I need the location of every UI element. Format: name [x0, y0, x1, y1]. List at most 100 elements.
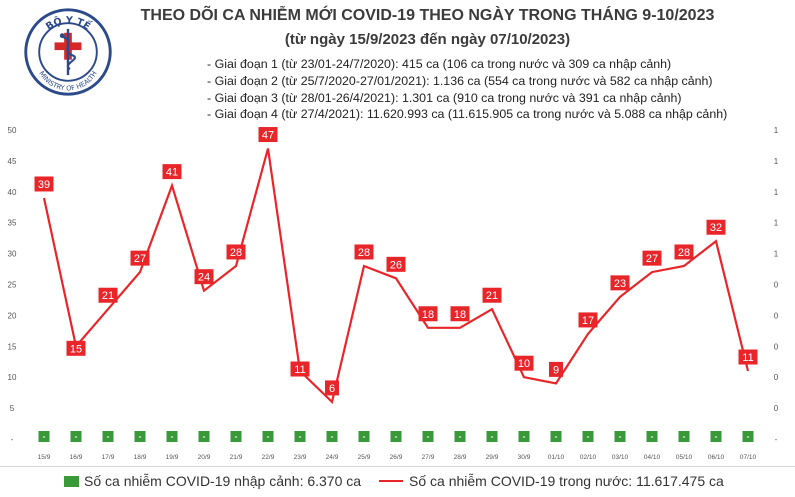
bar-imported — [262, 431, 274, 442]
bar-imported-label: - — [395, 432, 398, 441]
data-label-box — [674, 244, 694, 260]
x-tick-label: 05/10 — [676, 454, 693, 461]
data-label-box — [34, 176, 54, 192]
y2-tick-label: 0 — [774, 373, 779, 382]
x-tick-label: 06/10 — [708, 454, 725, 461]
x-tick-label: 16/9 — [70, 454, 83, 461]
data-label-box — [642, 250, 662, 266]
bar-imported — [198, 431, 210, 442]
x-tick-label: 03/10 — [612, 454, 629, 461]
x-tick-label: 24/9 — [326, 454, 339, 461]
phase-line-3: - Giai đoạn 3 (từ 28/01-26/4/2021): 1.30… — [207, 90, 682, 105]
y2-tick-label: 1 — [774, 188, 779, 197]
legend-item-domestic: Số ca nhiễm COVID-19 trong nước: 11.617.… — [379, 473, 724, 489]
data-label: 27 — [134, 253, 146, 265]
data-label: 23 — [614, 278, 626, 290]
x-tick-label: 22/9 — [262, 454, 275, 461]
y-tick-label: 20 — [8, 311, 17, 320]
legend-swatch-line — [379, 480, 403, 482]
data-label-box — [610, 275, 630, 291]
y2-tick-label: 1 — [774, 250, 779, 259]
data-label-box — [130, 250, 150, 266]
bar-imported — [166, 431, 178, 442]
bar-imported-label: - — [523, 432, 526, 441]
y2-tick-label: 0 — [774, 311, 779, 320]
bar-imported — [550, 431, 562, 442]
data-label: 11 — [294, 364, 305, 376]
bar-imported-label: - — [299, 432, 302, 441]
bar-imported-label: - — [491, 432, 494, 441]
bar-imported — [230, 431, 242, 442]
y-tick-label: 40 — [8, 188, 17, 197]
legend-swatch-bar — [64, 476, 79, 487]
phase-line-4: - Giai đoạn 4 (từ 27/4/2021): 11.620.993… — [207, 107, 728, 122]
data-label: 17 — [582, 315, 594, 327]
x-tick-label: 18/9 — [134, 454, 147, 461]
data-label-box — [258, 127, 278, 143]
x-tick-label: 17/9 — [102, 454, 115, 461]
bar-imported — [582, 431, 594, 442]
bar-imported-label: - — [203, 432, 206, 441]
bar-imported — [678, 431, 690, 442]
bar-imported-label: - — [619, 432, 622, 441]
data-label: 9 — [553, 364, 559, 376]
bar-imported-label: - — [331, 432, 334, 441]
bar-imported — [518, 431, 530, 442]
data-label-box — [738, 349, 758, 365]
data-label: 28 — [230, 247, 242, 259]
x-tick-label: 21/9 — [230, 454, 243, 461]
legend-item-imported: Số ca nhiễm COVID-19 nhập cảnh: 6.370 ca — [64, 473, 361, 489]
data-label: 15 — [70, 343, 82, 355]
x-tick-label: 15/9 — [38, 454, 51, 461]
bar-imported — [422, 431, 434, 442]
bar-imported-label: - — [235, 432, 238, 441]
bar-imported — [38, 431, 50, 442]
y-tick-label: 5 — [10, 404, 15, 413]
bar-imported — [614, 431, 626, 442]
data-label: 32 — [710, 222, 722, 234]
bar-imported-label: - — [715, 432, 718, 441]
x-tick-label: 01/10 — [548, 454, 565, 461]
x-tick-label: 29/9 — [486, 454, 499, 461]
y2-tick-label: 1 — [774, 157, 779, 166]
bar-imported — [710, 431, 722, 442]
data-label-box — [162, 164, 182, 180]
data-label-box — [578, 312, 598, 328]
x-tick-label: 26/9 — [390, 454, 403, 461]
bar-imported-label: - — [555, 432, 558, 441]
x-tick-label: 25/9 — [358, 454, 371, 461]
bar-imported-label: - — [171, 432, 174, 441]
y-tick-label: 45 — [8, 157, 17, 166]
y2-tick-label: 1 — [774, 219, 779, 228]
bar-imported-label: - — [75, 432, 78, 441]
bar-imported-label: - — [459, 432, 462, 441]
y-tick-label: 10 — [8, 373, 17, 382]
data-label: 21 — [102, 290, 114, 302]
bar-imported-label: - — [363, 432, 366, 441]
y2-tick-label: 0 — [774, 281, 779, 290]
bar-imported — [358, 431, 370, 442]
bar-imported-label: - — [587, 432, 590, 441]
data-label-box — [418, 306, 438, 322]
bar-imported — [102, 431, 114, 442]
phase-summary: - Giai đoạn 1 (từ 23/01-24/7/2020): 415 … — [207, 56, 727, 123]
y-tick-label: - — [11, 435, 14, 444]
data-label: 26 — [390, 259, 402, 271]
x-tick-label: 28/9 — [454, 454, 467, 461]
data-label: 21 — [486, 290, 498, 302]
data-label: 28 — [358, 247, 370, 259]
x-tick-label: 20/9 — [198, 454, 211, 461]
x-tick-label: 30/9 — [518, 454, 531, 461]
bar-imported — [70, 431, 82, 442]
ministry-logo: BỘ Y TẾ MINISTRY OF HEALTH — [24, 8, 112, 96]
bar-imported — [646, 431, 658, 442]
x-tick-label: 04/10 — [644, 454, 661, 461]
legend-label-imported: Số ca nhiễm COVID-19 nhập cảnh: 6.370 ca — [84, 473, 362, 489]
data-label: 18 — [454, 309, 466, 321]
data-label: 41 — [166, 167, 178, 179]
bar-imported — [454, 431, 466, 442]
bar-imported-label: - — [107, 432, 110, 441]
bar-imported — [486, 431, 498, 442]
x-tick-label: 02/10 — [580, 454, 597, 461]
